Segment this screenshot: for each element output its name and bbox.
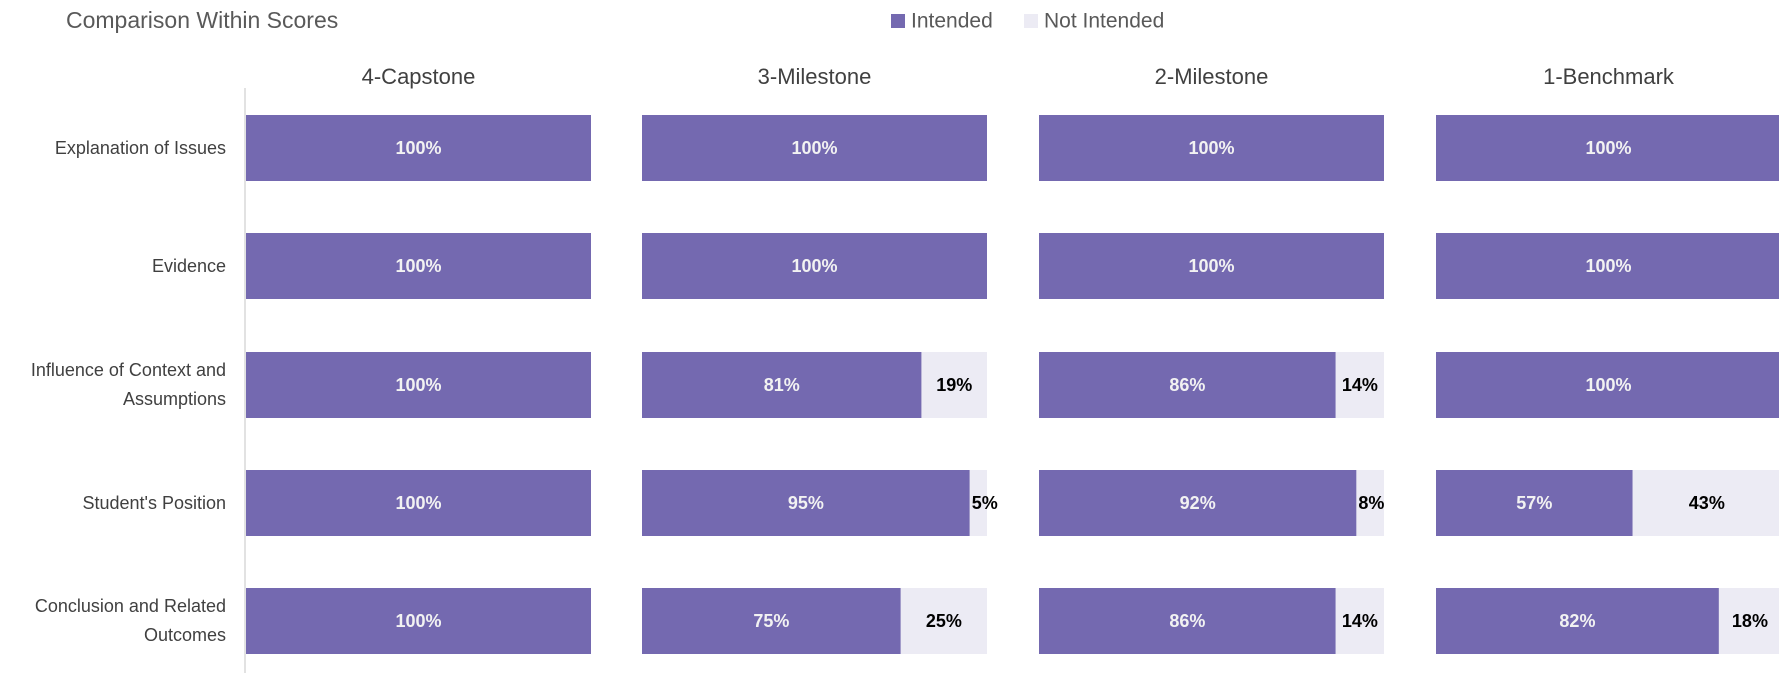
bar-segment (1436, 115, 1779, 181)
bar-segment (642, 588, 901, 654)
data-label: 100% (395, 493, 441, 513)
bar-segment (1039, 233, 1384, 299)
legend-label: Not Intended (1044, 10, 1164, 33)
bar-segment (642, 233, 987, 299)
panel-title: 4-Capstone (362, 64, 476, 89)
bar-segment (1039, 352, 1336, 418)
bar-segment (642, 352, 922, 418)
data-label: 75% (753, 611, 789, 631)
category-label: Student's Position (82, 492, 226, 513)
data-label: 86% (1169, 375, 1205, 395)
data-label: 25% (926, 611, 962, 631)
bar-segment (900, 588, 987, 654)
panel-title: 1-Benchmark (1543, 64, 1675, 89)
data-label: 100% (1188, 138, 1234, 158)
bar-segment (1436, 352, 1779, 418)
data-label: 100% (395, 256, 441, 276)
data-label: 100% (395, 138, 441, 158)
bar-segment (246, 470, 591, 536)
data-label: 86% (1169, 611, 1205, 631)
category-label: Conclusion and Related Outcomes (34, 596, 226, 645)
bar-segment (1039, 588, 1336, 654)
data-label: 8% (1358, 493, 1384, 513)
bar-segment (1436, 588, 1719, 654)
bar-segment (642, 470, 970, 536)
data-label: 100% (395, 375, 441, 395)
data-label: 100% (395, 611, 441, 631)
data-label: 100% (1585, 375, 1631, 395)
bar-segment (1436, 470, 1633, 536)
data-label: 19% (936, 375, 972, 395)
panel-title: 2-Milestone (1155, 64, 1269, 89)
data-label: 14% (1342, 611, 1378, 631)
bar-segment (1335, 352, 1384, 418)
bar-segment (969, 470, 987, 536)
data-label: 100% (1585, 138, 1631, 158)
bar-segment (921, 352, 987, 418)
data-label: 57% (1516, 493, 1552, 513)
data-label: 5% (972, 493, 998, 513)
chart-title: Comparison Within Scores (66, 7, 338, 33)
category-label: Evidence (151, 255, 226, 276)
data-label: 100% (791, 256, 837, 276)
data-label: 100% (1585, 256, 1631, 276)
bar-segment (246, 588, 591, 654)
data-label: 43% (1689, 493, 1725, 513)
category-label: Influence of Context and Assumptions (30, 360, 226, 409)
bar-segment (246, 233, 591, 299)
data-label: 18% (1732, 611, 1768, 631)
panel-title: 3-Milestone (758, 64, 872, 89)
bar-segment (1356, 470, 1384, 536)
legend-label: Intended (911, 10, 993, 33)
bar-segment (246, 115, 591, 181)
bar-segment (246, 352, 591, 418)
bar-segment (1632, 470, 1779, 536)
data-label: 82% (1559, 611, 1595, 631)
data-label: 100% (791, 138, 837, 158)
bar-segment (1039, 470, 1357, 536)
data-label: 92% (1180, 493, 1216, 513)
data-label: 95% (788, 493, 824, 513)
bar-segment (1436, 233, 1779, 299)
category-label: Explanation of Issues (54, 137, 226, 158)
bar-segment (1039, 115, 1384, 181)
bar-segment (642, 115, 987, 181)
legend-swatch (1024, 14, 1038, 28)
data-label: 14% (1342, 375, 1378, 395)
legend-swatch (891, 14, 905, 28)
data-label: 100% (1188, 256, 1234, 276)
bar-segment (1718, 588, 1779, 654)
bar-segment (1335, 588, 1384, 654)
data-label: 81% (764, 375, 800, 395)
